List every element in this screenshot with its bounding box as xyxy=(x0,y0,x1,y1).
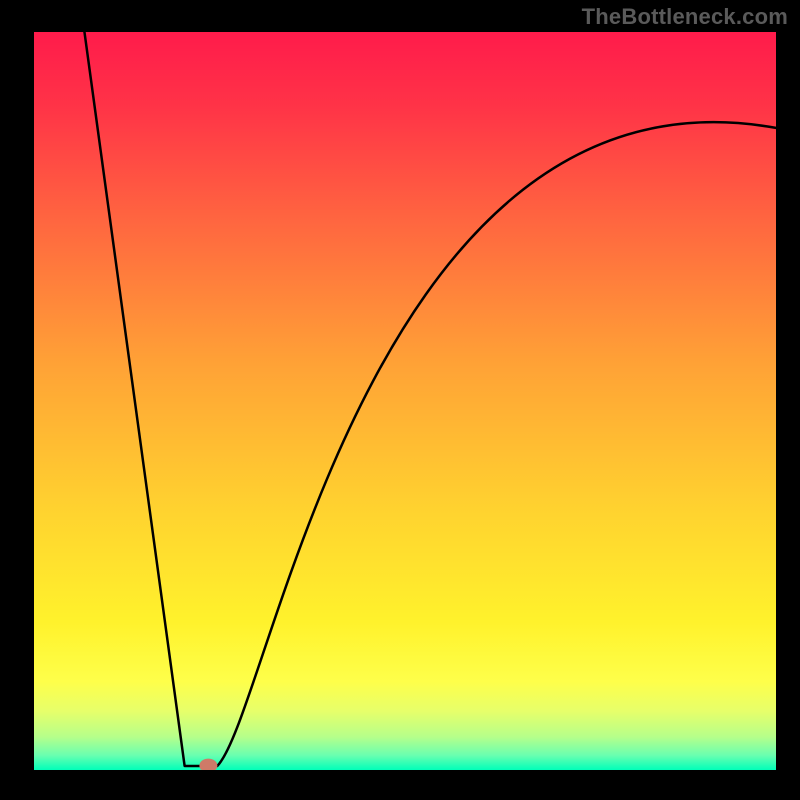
gradient-background xyxy=(34,32,776,770)
outer-frame: TheBottleneck.com xyxy=(0,0,800,800)
watermark-text: TheBottleneck.com xyxy=(582,4,788,30)
plot-svg xyxy=(34,32,776,770)
